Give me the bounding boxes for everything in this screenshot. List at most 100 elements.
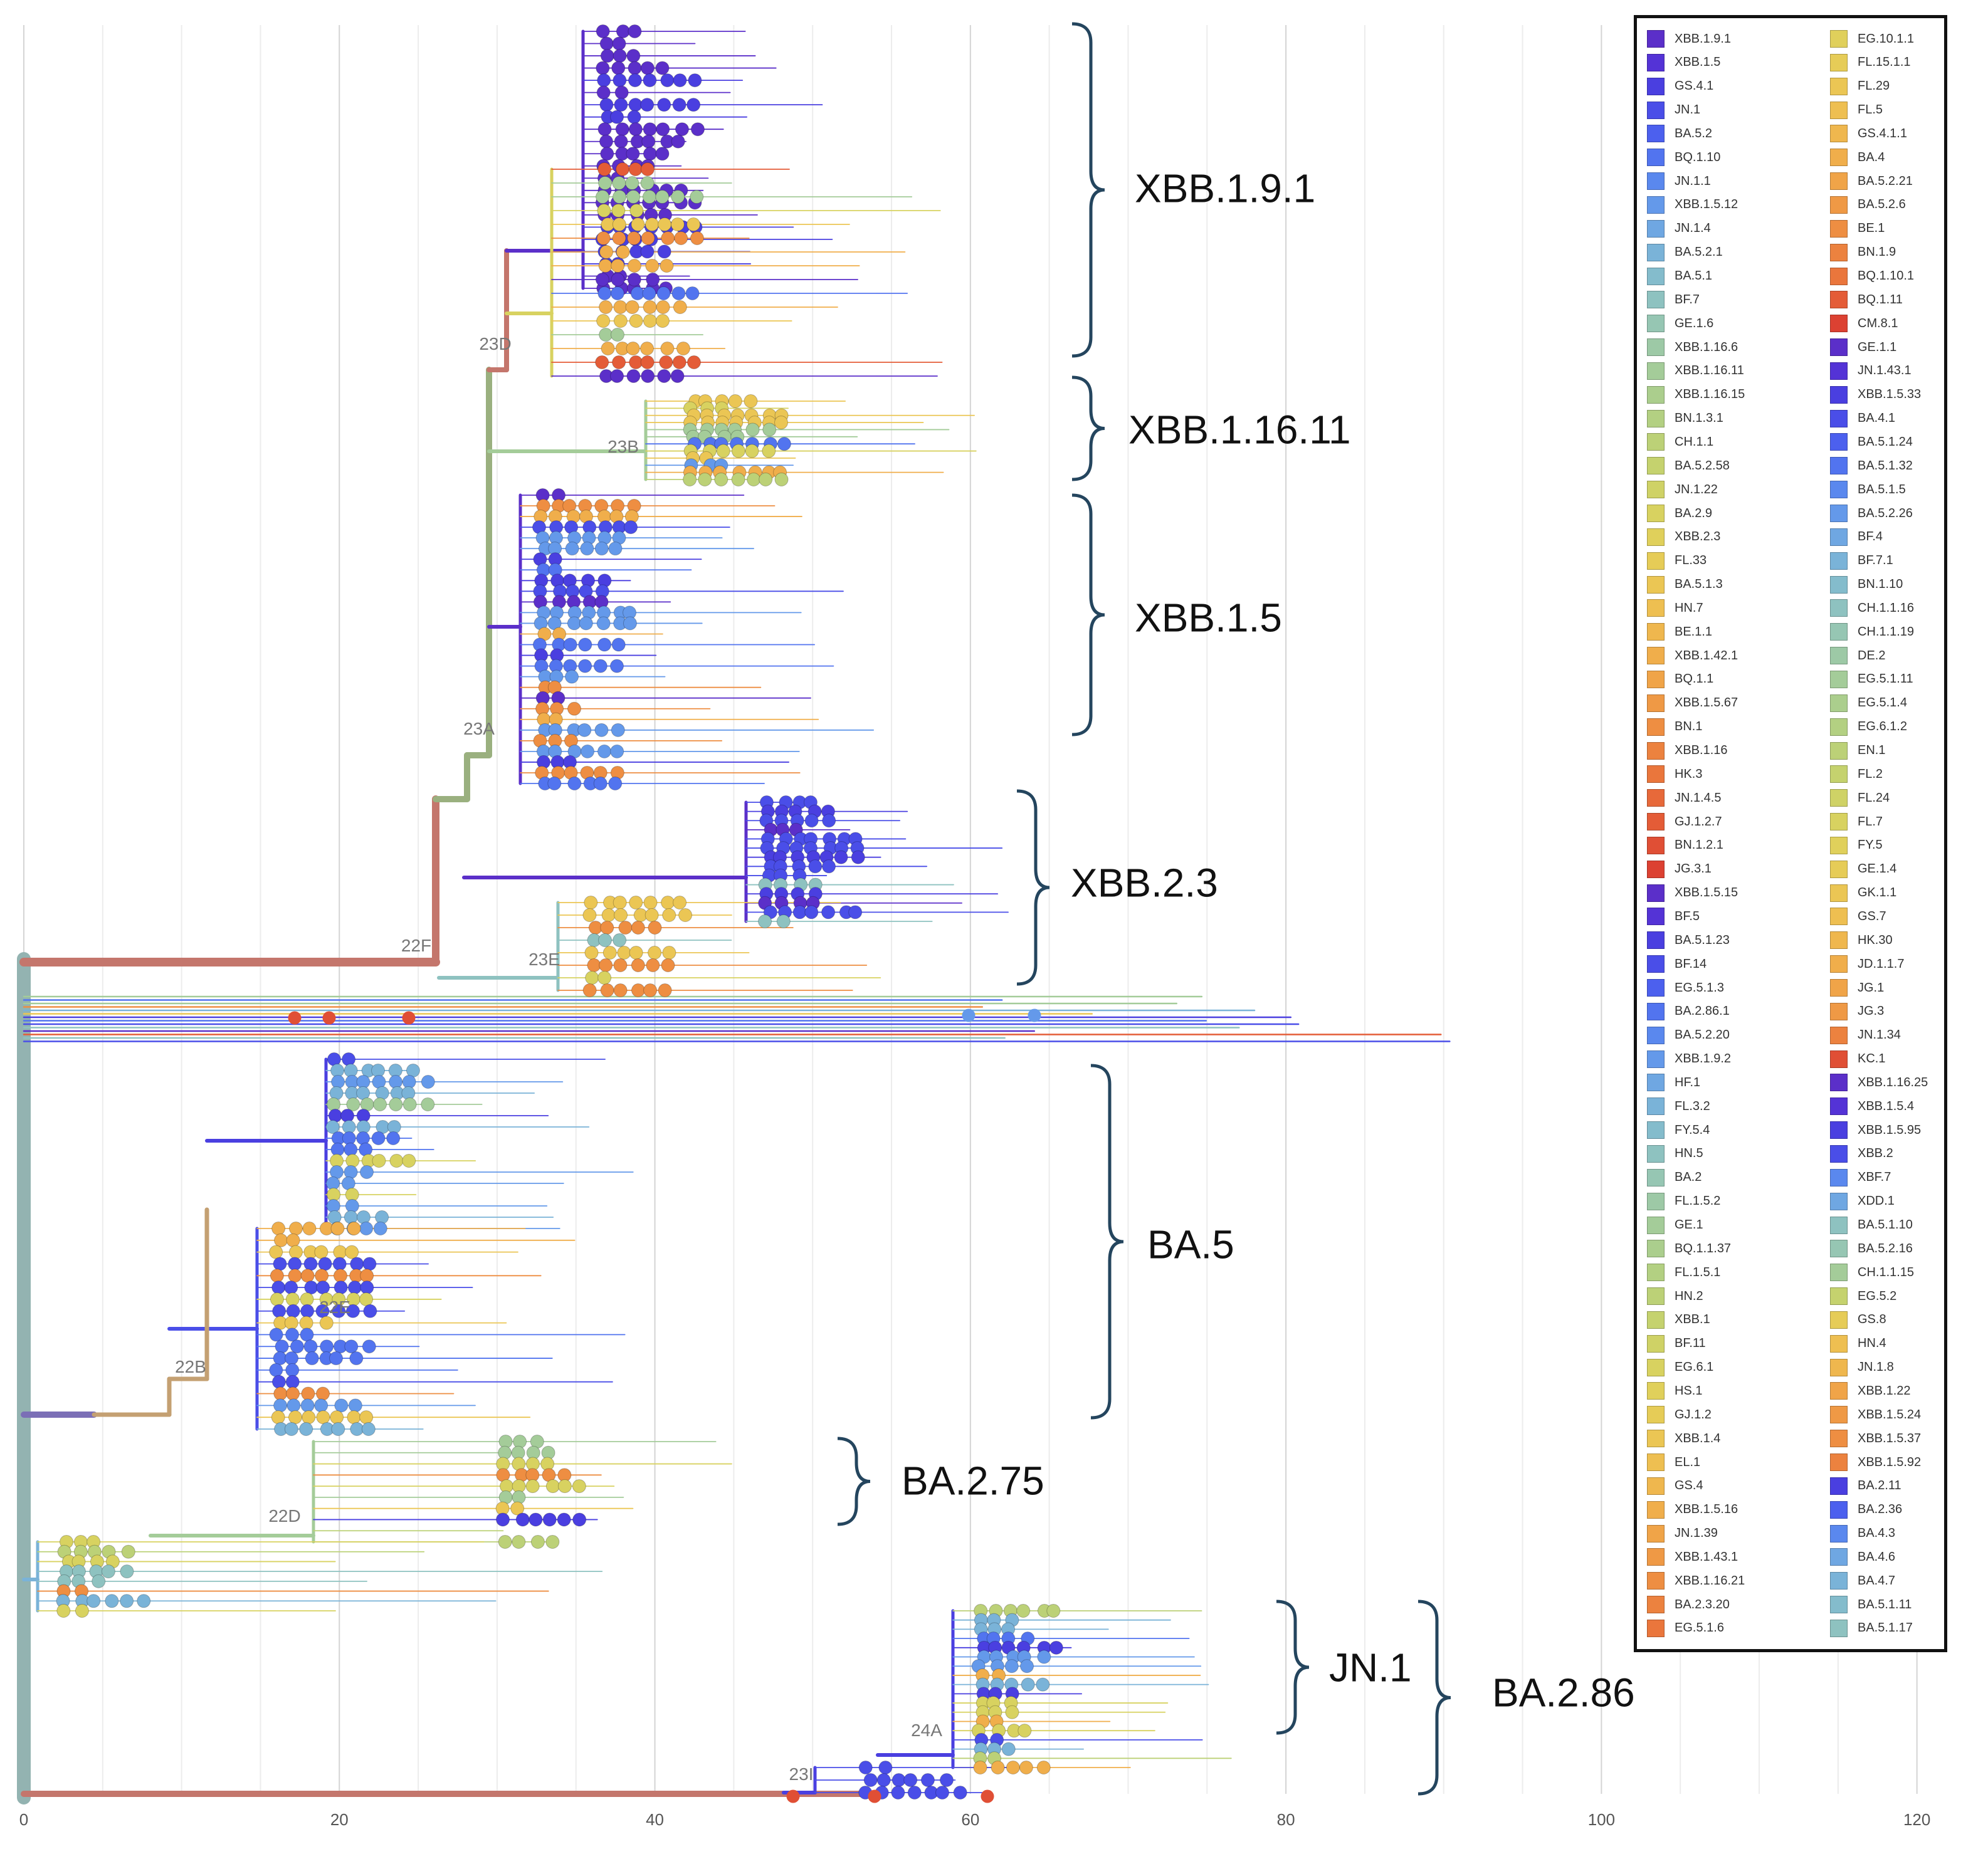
- legend-swatch: [1647, 291, 1665, 309]
- legend-label: FL.29: [1858, 79, 1890, 93]
- tip-marker: [792, 905, 807, 919]
- legend-label: CH.1.1: [1675, 434, 1714, 449]
- tip-marker: [285, 1363, 300, 1377]
- legend-swatch: [1830, 1382, 1848, 1400]
- tip-marker: [299, 1316, 313, 1330]
- tip-marker: [1049, 1640, 1063, 1655]
- legend-item: XBB.1.5.95: [1830, 1118, 1921, 1142]
- clade-label: 23I: [789, 1764, 814, 1784]
- legend-label: BA.2.9: [1675, 506, 1713, 520]
- legend-item: JG.3.1: [1647, 857, 1712, 881]
- legend-label: JD.1.1.7: [1858, 956, 1905, 971]
- tip-marker: [614, 85, 629, 100]
- tip-marker: [572, 1479, 586, 1494]
- tip-marker: [597, 971, 612, 985]
- legend-swatch: [1647, 1382, 1665, 1400]
- legend-item: BA.5.2.26: [1830, 501, 1913, 525]
- legend-label: XBB.1.5.16: [1675, 1502, 1738, 1517]
- legend-item: JN.1.1: [1647, 169, 1711, 193]
- tip-marker: [300, 1304, 315, 1318]
- legend-label: EG.10.1.1: [1858, 31, 1915, 46]
- tip-marker: [613, 983, 628, 997]
- legend-label: EG.5.1.6: [1675, 1621, 1724, 1635]
- tip-marker: [672, 355, 686, 369]
- tip-marker: [673, 896, 687, 909]
- tip-marker: [316, 1281, 330, 1295]
- legend-item: XBB.1.5: [1647, 51, 1720, 75]
- legend-item: HN.4: [1830, 1332, 1886, 1356]
- tip-marker: [611, 723, 625, 737]
- x-gridlines: [23, 25, 1918, 1794]
- legend-item: GS.7: [1830, 904, 1886, 928]
- legend-item: GJ.1.2: [1647, 1403, 1712, 1427]
- x-tick-label: 0: [19, 1810, 28, 1829]
- legend-item: XBF.7: [1830, 1166, 1891, 1190]
- tip-marker: [731, 444, 745, 458]
- tip-marker: [643, 73, 657, 88]
- legend-label: EN.1: [1858, 743, 1886, 757]
- lineage-label: BA.5: [1147, 1222, 1234, 1267]
- tip-marker: [301, 1386, 315, 1401]
- legend-label: XBB.1.9.2: [1675, 1052, 1732, 1066]
- tip-marker: [389, 1097, 403, 1111]
- legend-swatch: [1830, 623, 1848, 641]
- legend-swatch: [1647, 338, 1665, 357]
- legend-label: JN.1.4.5: [1675, 790, 1722, 805]
- tip-marker: [646, 273, 660, 286]
- lineage-label: XBB.1.9.1: [1135, 165, 1315, 211]
- tip-marker: [599, 958, 613, 972]
- legend-swatch: [1647, 243, 1665, 261]
- tip-marker: [284, 1422, 298, 1436]
- legend-swatch: [1647, 30, 1665, 48]
- legend-swatch: [1830, 409, 1848, 427]
- tip-marker: [690, 122, 705, 137]
- legend-item: XBB.1.16.11: [1647, 359, 1744, 383]
- tip-marker: [530, 1535, 545, 1549]
- legend-swatch: [1647, 149, 1665, 167]
- legend-label: HN.4: [1858, 1336, 1886, 1351]
- legend-swatch: [1830, 1287, 1848, 1306]
- tip-marker: [286, 1233, 300, 1247]
- legend-label: XBB.1.5: [1675, 55, 1721, 70]
- tip-marker: [690, 231, 704, 245]
- tip-marker: [333, 1269, 347, 1283]
- legend-item: FL.29: [1830, 75, 1890, 98]
- legend-item: EG.6.1.2: [1830, 715, 1907, 739]
- tip-marker: [597, 162, 612, 176]
- tip-marker: [567, 616, 581, 631]
- legend-swatch: [1830, 1477, 1848, 1495]
- legend-swatch: [1647, 552, 1665, 570]
- legend-item: BN.1.3.1: [1647, 407, 1723, 431]
- clade-label: 22F: [401, 936, 431, 955]
- tip-marker: [421, 1097, 435, 1111]
- tip-marker: [359, 1222, 374, 1235]
- legend-swatch: [1830, 694, 1848, 712]
- legend-swatch: [1830, 1311, 1848, 1329]
- tip-marker: [363, 1304, 377, 1318]
- tip-marker: [359, 1143, 373, 1156]
- tip-marker: [580, 542, 594, 556]
- legend-item: XBB.1.9.2: [1647, 1047, 1731, 1071]
- tip-marker: [269, 1245, 283, 1259]
- legend-label: BF.5: [1675, 909, 1700, 923]
- tip-marker: [673, 300, 687, 314]
- legend-swatch: [1647, 433, 1665, 451]
- tip-marker: [330, 1410, 344, 1425]
- tip-marker: [657, 244, 671, 259]
- legend-label: BA.4.1: [1858, 411, 1896, 426]
- tip-marker: [640, 176, 655, 190]
- legend-item: BF.7.1: [1830, 549, 1893, 573]
- tip-marker: [1005, 1705, 1019, 1719]
- legend-swatch: [1647, 1264, 1665, 1282]
- legend-item: BE.1: [1830, 217, 1885, 241]
- legend-item: BA.5.2.1: [1647, 241, 1723, 265]
- legend-swatch: [1647, 53, 1665, 71]
- tip-marker: [578, 637, 592, 652]
- legend-label: EG.5.1.11: [1858, 672, 1913, 686]
- legend-swatch: [1647, 1240, 1665, 1258]
- tip-marker: [371, 1131, 386, 1145]
- legend-item: BA.5.1.32: [1830, 454, 1913, 478]
- tip-marker: [848, 905, 863, 919]
- legend-label: BA.5.1.17: [1858, 1621, 1913, 1635]
- legend-swatch: [1647, 741, 1665, 760]
